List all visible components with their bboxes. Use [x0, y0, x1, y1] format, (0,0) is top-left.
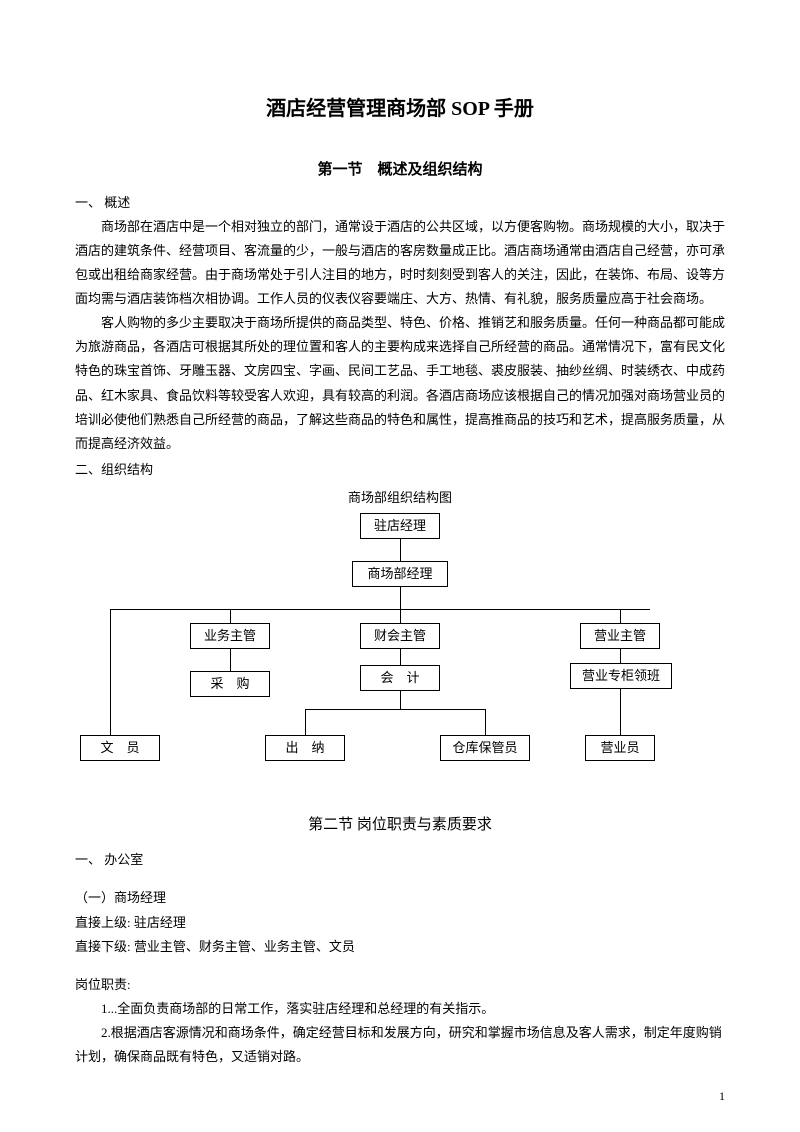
org-chart: 驻店经理 商场部经理 业务主管 财会主管 营业主管 采 购 会 计 营业专柜领班… — [80, 513, 720, 783]
node-business-supervisor: 业务主管 — [190, 623, 270, 649]
line-direct-superior: 直接上级: 驻店经理 — [75, 911, 725, 935]
duty-2: 2.根据酒店客源情况和商场条件，确定经营目标和发展方向，研究和掌握市场信息及客人… — [75, 1021, 725, 1069]
org-chart-title: 商场部组织结构图 — [75, 486, 725, 511]
node-dept-manager: 商场部经理 — [352, 561, 448, 587]
document-title: 酒店经营管理商场部 SOP 手册 — [75, 90, 725, 128]
node-salesperson: 营业员 — [585, 735, 655, 761]
node-counter-leader: 营业专柜领班 — [570, 663, 672, 689]
paragraph-2: 客人购物的多少主要取决于商场所提供的商品类型、特色、价格、推销艺和服务质量。任何… — [75, 311, 725, 455]
heading-office: 一、 办公室 — [75, 848, 725, 873]
page-number: 1 — [719, 1085, 725, 1108]
heading-org-structure: 二、组织结构 — [75, 458, 725, 483]
subheading-mall-manager: （一）商场经理 — [75, 886, 725, 911]
line-direct-subordinate: 直接下级: 营业主管、财务主管、业务主管、文员 — [75, 935, 725, 959]
node-resident-manager: 驻店经理 — [360, 513, 440, 539]
duty-1: 1...全面负责商场部的日常工作，落实驻店经理和总经理的有关指示。 — [75, 997, 725, 1021]
section-2-title: 第二节 岗位职责与素质要求 — [75, 811, 725, 840]
node-finance-supervisor: 财会主管 — [360, 623, 440, 649]
node-warehouse-keeper: 仓库保管员 — [440, 735, 530, 761]
section-1-title: 第一节 概述及组织结构 — [75, 156, 725, 185]
heading-overview: 一、 概述 — [75, 191, 725, 216]
paragraph-1: 商场部在酒店中是一个相对独立的部门，通常设于酒店的公共区域，以方便客购物。商场规… — [75, 215, 725, 311]
node-accountant: 会 计 — [360, 665, 440, 691]
node-cashier: 出 纳 — [265, 735, 345, 761]
node-purchasing: 采 购 — [190, 671, 270, 697]
node-clerk: 文 员 — [80, 735, 160, 761]
duties-heading: 岗位职责: — [75, 973, 725, 997]
node-sales-supervisor: 营业主管 — [580, 623, 660, 649]
